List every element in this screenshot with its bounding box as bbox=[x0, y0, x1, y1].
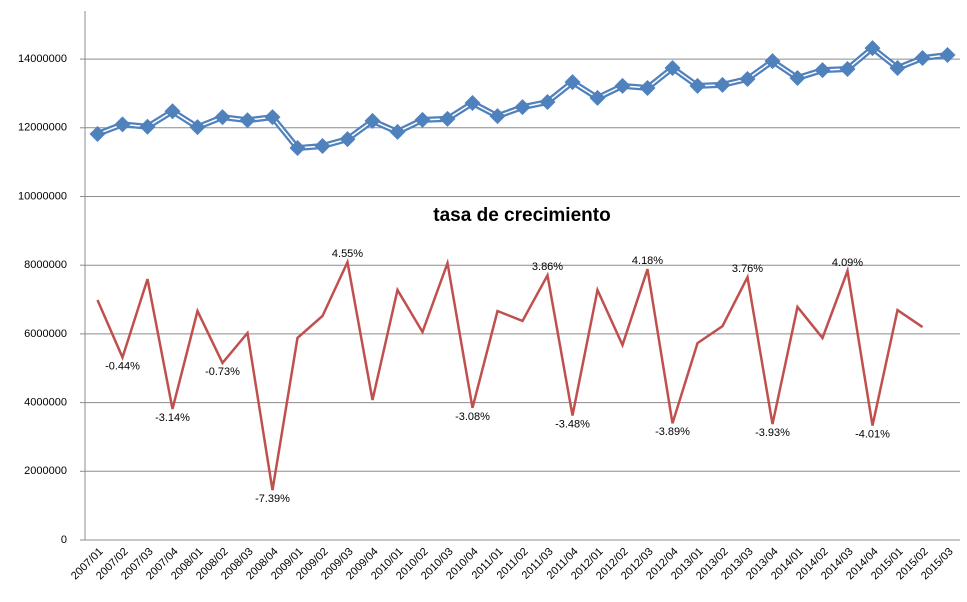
marker bbox=[89, 125, 106, 142]
marker bbox=[214, 109, 231, 126]
marker bbox=[539, 94, 556, 111]
marker bbox=[914, 50, 931, 67]
data-label: 4.18% bbox=[632, 255, 663, 267]
data-label: -7.39% bbox=[255, 493, 290, 505]
y-tick-label: 8000000 bbox=[24, 259, 67, 271]
y-tick-label: 10000000 bbox=[18, 190, 67, 202]
marker bbox=[264, 109, 281, 126]
marker bbox=[239, 112, 256, 129]
marker bbox=[589, 89, 606, 106]
data-label: -3.89% bbox=[655, 426, 690, 438]
data-label: -4.01% bbox=[855, 429, 890, 441]
marker bbox=[164, 103, 181, 120]
marker bbox=[739, 71, 756, 88]
marker bbox=[464, 95, 481, 112]
series-line-inner bbox=[97, 47, 948, 149]
series-line bbox=[96, 258, 924, 491]
data-label: -3.93% bbox=[755, 427, 790, 439]
marker bbox=[839, 61, 856, 78]
marker bbox=[389, 123, 406, 140]
marker bbox=[364, 112, 381, 129]
marker bbox=[689, 77, 706, 94]
marker bbox=[289, 140, 306, 157]
marker bbox=[189, 119, 206, 136]
y-tick-label: 2000000 bbox=[24, 465, 67, 477]
marker bbox=[814, 62, 831, 79]
marker bbox=[789, 69, 806, 86]
chart-title: tasa de crecimiento bbox=[433, 205, 610, 226]
data-label: -3.08% bbox=[455, 411, 490, 423]
marker bbox=[514, 99, 531, 116]
marker bbox=[489, 108, 506, 125]
marker bbox=[889, 60, 906, 77]
marker bbox=[864, 40, 881, 57]
marker bbox=[339, 131, 356, 148]
data-label: -3.14% bbox=[155, 412, 190, 424]
marker bbox=[139, 118, 156, 135]
data-label: 4.55% bbox=[332, 248, 363, 260]
y-tick-label: 4000000 bbox=[24, 397, 67, 409]
data-label: 3.86% bbox=[532, 261, 563, 273]
y-tick-label: 12000000 bbox=[18, 122, 67, 134]
marker bbox=[564, 74, 581, 91]
marker bbox=[439, 110, 456, 127]
marker bbox=[114, 116, 131, 133]
data-label: 4.09% bbox=[832, 257, 863, 269]
series-line-outline bbox=[96, 44, 948, 152]
data-label: -0.73% bbox=[205, 366, 240, 378]
marker bbox=[414, 111, 431, 128]
marker bbox=[764, 53, 781, 70]
data-label: -0.44% bbox=[105, 360, 140, 372]
y-tick-label: 14000000 bbox=[18, 53, 67, 65]
marker bbox=[714, 76, 731, 93]
marker bbox=[664, 60, 681, 77]
marker bbox=[614, 77, 631, 94]
marker bbox=[314, 137, 331, 154]
y-tick-label: 0 bbox=[61, 534, 67, 546]
data-label: -3.48% bbox=[555, 418, 590, 430]
data-label: 3.76% bbox=[732, 263, 763, 275]
marker bbox=[939, 46, 956, 63]
marker bbox=[639, 79, 656, 96]
y-tick-label: 6000000 bbox=[24, 328, 67, 340]
